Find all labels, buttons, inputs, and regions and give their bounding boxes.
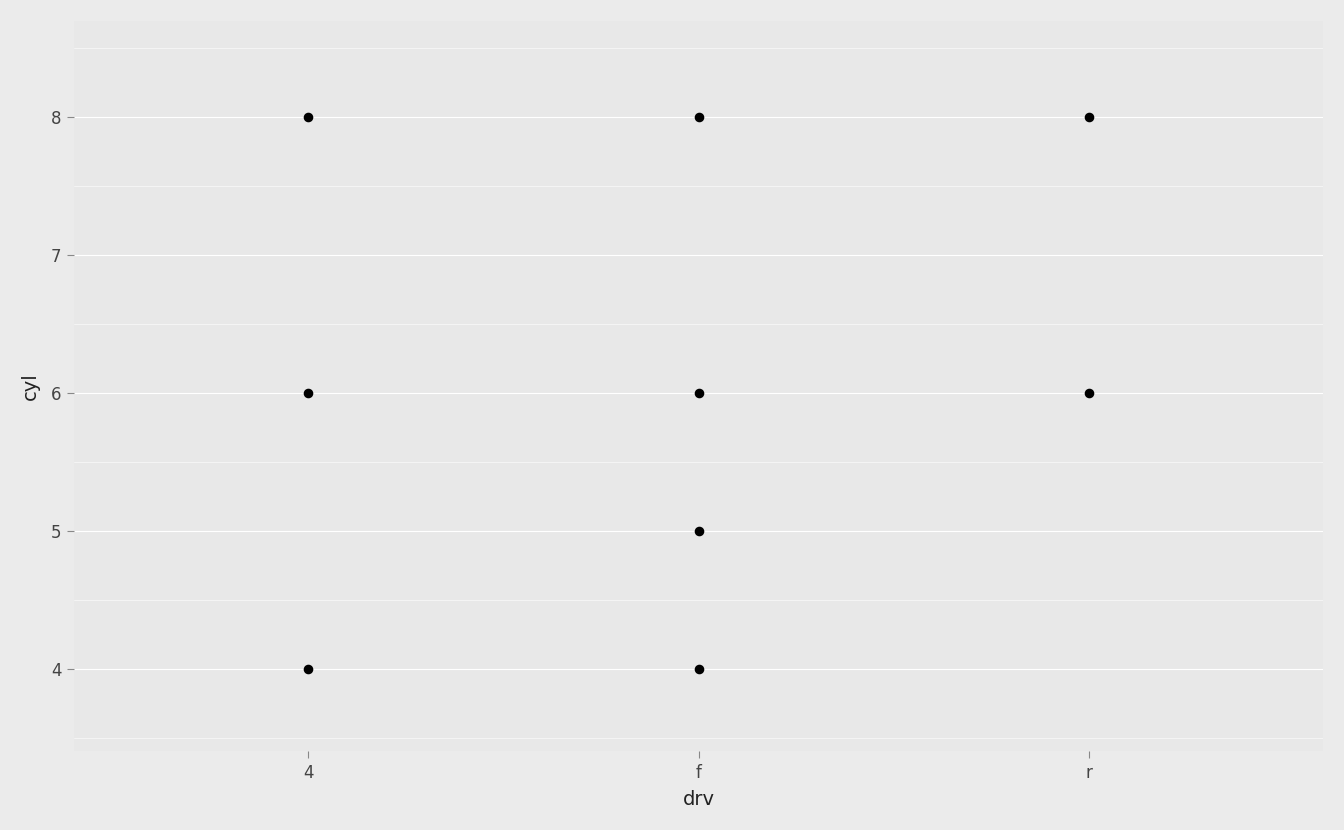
Point: [688, 386, 710, 399]
Point: [297, 662, 319, 676]
Point: [688, 525, 710, 538]
Point: [688, 110, 710, 124]
Point: [1078, 110, 1099, 124]
X-axis label: drv: drv: [683, 790, 715, 809]
Point: [688, 662, 710, 676]
Point: [297, 110, 319, 124]
Point: [297, 386, 319, 399]
Point: [1078, 386, 1099, 399]
Y-axis label: cyl: cyl: [22, 372, 40, 400]
